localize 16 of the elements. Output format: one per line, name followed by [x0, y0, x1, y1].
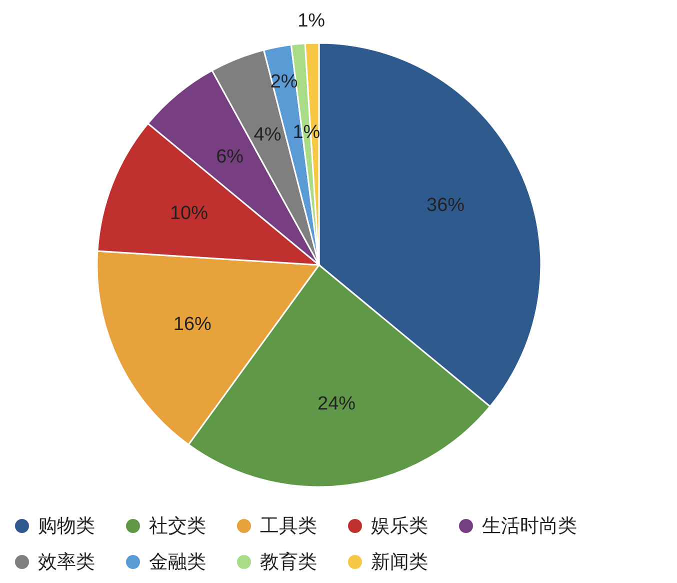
data-label: 10%	[170, 203, 208, 224]
data-label: 1%	[298, 10, 326, 32]
data-label: 4%	[254, 124, 282, 146]
legend-label: 娱乐类	[371, 515, 428, 537]
legend-label: 工具类	[260, 515, 317, 537]
legend-label: 效率类	[38, 551, 95, 573]
legend-label: 购物类	[38, 515, 95, 537]
legend-label: 生活时尚类	[482, 515, 577, 537]
data-label: 16%	[173, 314, 212, 336]
legend-label: 教育类	[260, 551, 317, 573]
legend-label: 新闻类	[371, 551, 428, 573]
data-label: 6%	[216, 146, 244, 168]
legend-label: 社交类	[149, 515, 206, 537]
data-label: 24%	[318, 393, 356, 414]
data-label: 36%	[426, 194, 465, 216]
legend-label: 金融类	[149, 551, 206, 573]
